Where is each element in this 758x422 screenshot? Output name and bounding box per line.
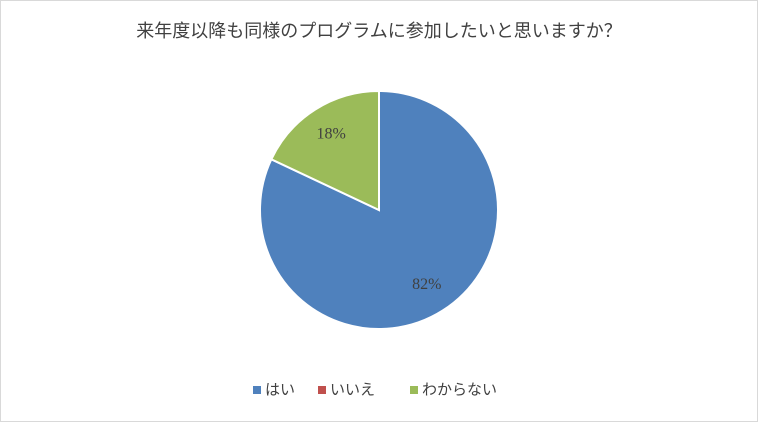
legend-label: いいえ: [330, 381, 375, 399]
legend-swatch: [253, 386, 261, 394]
data-label: 82%: [412, 276, 441, 293]
pie-slice: [259, 89, 499, 330]
legend-label: わからない: [422, 381, 497, 399]
legend-swatch: [318, 386, 326, 394]
chart-title: 来年度以降も同様のプログラムに参加したいと思いますか？: [136, 21, 621, 42]
legend-swatch: [410, 386, 418, 394]
legend-label: はい: [265, 381, 295, 399]
pie-slice: [269, 89, 380, 212]
data-label: 18%: [317, 125, 346, 142]
